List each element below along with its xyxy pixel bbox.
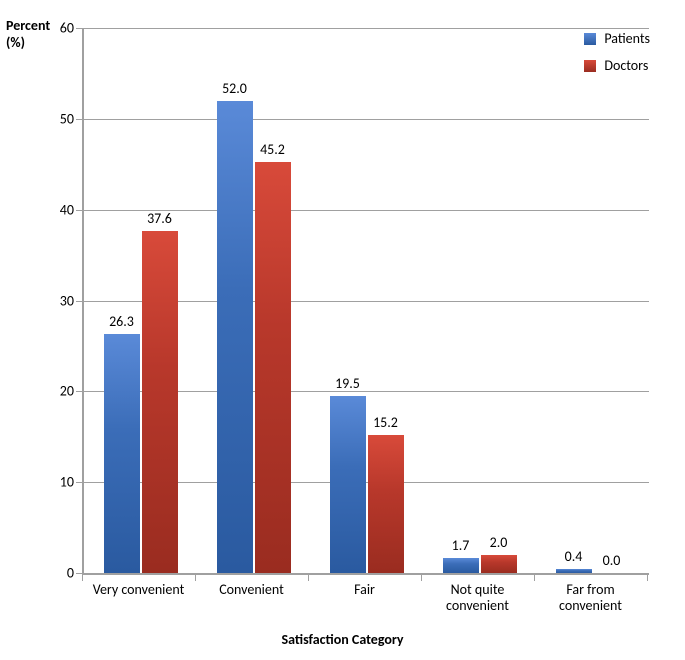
patients-bar: 52.0 xyxy=(217,101,253,573)
y-tick-mark xyxy=(76,28,82,29)
doctors-bar-label: 2.0 xyxy=(479,534,519,551)
doctors-bar-label: 45.2 xyxy=(253,141,293,158)
y-tick-label: 0 xyxy=(44,565,74,582)
doctors-bar: 37.6 xyxy=(142,231,178,573)
patients-bar: 1.7 xyxy=(443,558,479,573)
patients-bar: 19.5 xyxy=(330,396,366,573)
y-tick-label: 30 xyxy=(44,292,74,309)
y-tick-mark xyxy=(76,391,82,392)
doctors-bar-label: 0.0 xyxy=(592,552,632,569)
y-tick-label: 10 xyxy=(44,474,74,491)
x-category-label: Fair xyxy=(310,582,420,598)
doctors-bar: 15.2 xyxy=(368,435,404,573)
y-tick-mark xyxy=(76,482,82,483)
patients-bar-label: 26.3 xyxy=(102,313,142,330)
x-category-label: Not quiteconvenient xyxy=(423,582,533,614)
y-tick-label: 20 xyxy=(44,383,74,400)
satisfaction-bar-chart: Percent (%) Patients Doctors 26.337.652.… xyxy=(0,0,685,660)
x-tick-mark xyxy=(308,575,309,581)
category-group: 0.40.0 xyxy=(536,28,649,573)
patients-bar: 26.3 xyxy=(104,334,140,573)
x-tick-mark xyxy=(82,575,83,581)
y-tick-label: 60 xyxy=(44,20,74,37)
y-tick-mark xyxy=(76,119,82,120)
category-group: 52.045.2 xyxy=(197,28,310,573)
x-tick-mark xyxy=(647,575,648,581)
category-group: 26.337.6 xyxy=(84,28,197,573)
patients-bar-label: 52.0 xyxy=(215,80,255,97)
patients-bar: 0.4 xyxy=(556,569,592,573)
category-group: 1.72.0 xyxy=(423,28,536,573)
plot-area: 26.337.652.045.219.515.21.72.00.40.0 xyxy=(82,28,649,575)
x-tick-mark xyxy=(421,575,422,581)
patients-bar-label: 19.5 xyxy=(328,375,368,392)
doctors-bar-label: 37.6 xyxy=(140,210,180,227)
x-category-label: Convenient xyxy=(197,582,307,598)
x-tick-mark xyxy=(534,575,535,581)
y-tick-mark xyxy=(76,210,82,211)
patients-bar-label: 0.4 xyxy=(554,548,594,565)
patients-bar-label: 1.7 xyxy=(441,537,481,554)
y-tick-label: 40 xyxy=(44,201,74,218)
y-tick-mark xyxy=(76,301,82,302)
y-tick-mark xyxy=(76,573,82,574)
x-tick-mark xyxy=(195,575,196,581)
y-title-line-2: (%) xyxy=(6,34,25,51)
doctors-bar: 2.0 xyxy=(481,555,517,573)
x-category-label: Far fromconvenient xyxy=(536,582,646,614)
doctors-bar: 45.2 xyxy=(255,162,291,573)
x-category-label: Very convenient xyxy=(84,582,194,598)
y-tick-label: 50 xyxy=(44,110,74,127)
doctors-bar-label: 15.2 xyxy=(366,414,406,431)
category-group: 19.515.2 xyxy=(310,28,423,573)
x-axis-title: Satisfaction Category xyxy=(0,631,685,648)
